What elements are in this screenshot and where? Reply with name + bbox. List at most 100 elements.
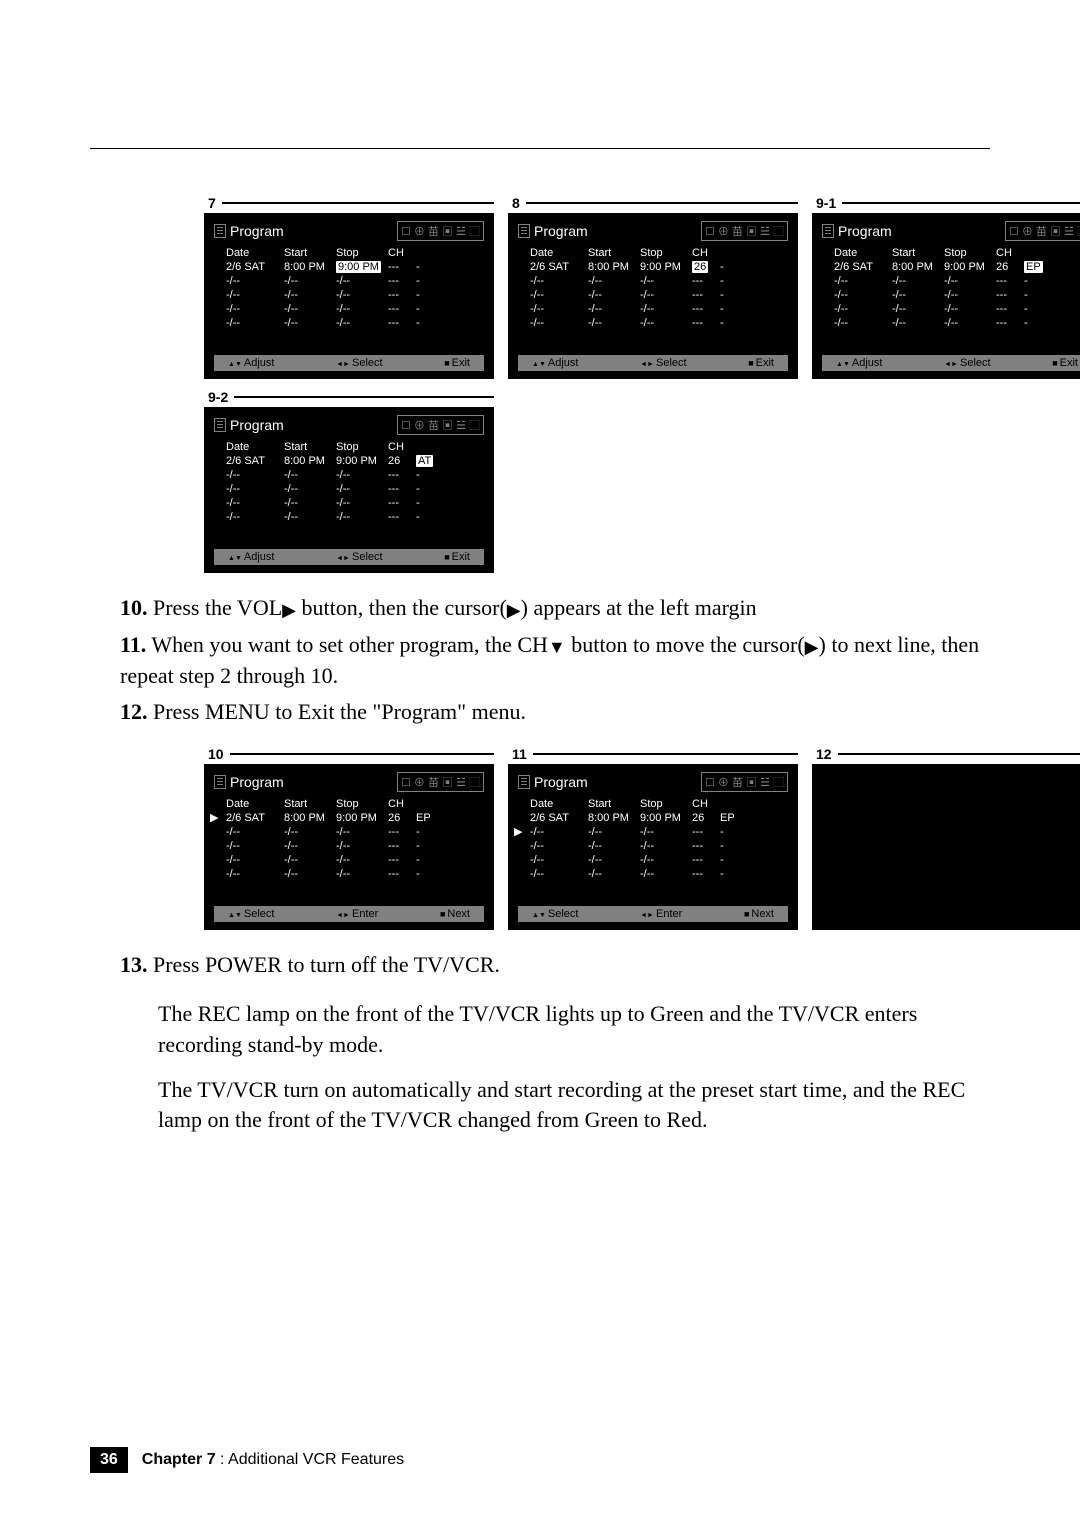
step-text-a: Press the VOL <box>153 595 282 620</box>
top-rule <box>90 148 990 149</box>
table-row: -/---/---/------ <box>214 853 484 867</box>
updown-icon <box>532 357 546 369</box>
table-row: -/---/---/------ <box>822 274 1080 288</box>
cursor-icon: ▶ <box>514 825 522 839</box>
cell-sp: AT <box>416 454 440 468</box>
title-text: Program <box>230 774 284 790</box>
leftright-icon <box>640 357 654 369</box>
leftright-icon <box>640 908 654 920</box>
doc-icon <box>214 418 226 432</box>
step-text: Press POWER to turn off the TV/VCR. <box>153 952 500 977</box>
table-row: -/---/---/------ <box>214 468 484 482</box>
page-content: 7 Program ☐ ⊕ 苗 ▣ ☱ ⬚ Date Start Stop CH <box>90 195 990 1150</box>
screen-11: Program ☐ ⊕ 苗 ▣ ☱ ⬚ DateStartStopCH 2/6 … <box>508 764 798 930</box>
screen-footer: Adjust Select Exit <box>214 549 484 565</box>
updown-icon <box>836 357 850 369</box>
icons-bar: ☐ ⊕ 苗 ▣ ☱ ⬚ <box>701 221 788 241</box>
table-row: -/---/---/------ <box>214 316 484 330</box>
highlight-sp: AT <box>416 455 433 467</box>
screen-title: Program <box>518 223 588 239</box>
screen-92: Program ☐ ⊕ 苗 ▣ ☱ ⬚ DateStartStopCH 2/6 … <box>204 407 494 573</box>
screen-8-label: 8 <box>512 195 798 211</box>
step-text-b: button, then the cursor( <box>296 595 507 620</box>
leftright-icon <box>336 357 350 369</box>
table-row: -/---/---/------ <box>214 510 484 524</box>
label-text: 9-1 <box>816 195 836 211</box>
step-num: 11. <box>120 632 146 657</box>
screen-8-wrap: 8 Program ☐ ⊕ 苗 ▣ ☱ ⬚ DateStartStopCH 2/… <box>508 195 798 379</box>
screen-header: Program ☐ ⊕ 苗 ▣ ☱ ⬚ <box>518 772 788 792</box>
screen-11-label: 11 <box>512 746 798 762</box>
step-num: 12. <box>120 699 148 724</box>
instruction-13: 13. Press POWER to turn off the TV/VCR. <box>120 950 990 981</box>
table-row: -/---/---/------ <box>518 288 788 302</box>
chapter-text: Chapter 7 : Additional VCR Features <box>142 1451 404 1469</box>
screen-91: Program ☐ ⊕ 苗 ▣ ☱ ⬚ DateStartStopCH 2/6 … <box>812 213 1080 379</box>
table-row: -/---/---/------ <box>214 867 484 881</box>
step-num: 10. <box>120 595 148 620</box>
screen-title: Program <box>822 223 892 239</box>
label-line <box>526 202 798 204</box>
screen-91-wrap: 9-1 Program ☐ ⊕ 苗 ▣ ☱ ⬚ DateStartStopCH … <box>812 195 1080 379</box>
table-row: 2/6 SAT 8:00 PM 9:00 PM 26 EP <box>822 260 1080 274</box>
screen-title: Program <box>518 774 588 790</box>
table-row: 2/6 SAT 8:00 PM 9:00 PM 26 - <box>518 260 788 274</box>
screen-footer: Adjust Select Exit <box>518 355 788 371</box>
table-head: DateStartStopCH <box>518 798 788 810</box>
program-table: DateStartStopCH 2/6 SAT 8:00 PM 9:00 PM … <box>518 798 788 881</box>
screen-12 <box>812 764 1080 930</box>
screen-title: Program <box>214 774 284 790</box>
screen-footer: Select Enter Next <box>518 906 788 922</box>
step-num: 13. <box>120 952 148 977</box>
updown-icon <box>228 551 242 563</box>
footer-select: Select <box>336 357 382 369</box>
body-p2: The TV/VCR turn on automatically and sta… <box>158 1075 990 1137</box>
cursor-icon: ▶ <box>210 811 218 825</box>
screen-12-wrap: 12 <box>812 746 1080 930</box>
table-row: -/---/---/------ <box>214 274 484 288</box>
stop-icon <box>440 908 445 920</box>
highlight-ch: 26 <box>692 261 708 273</box>
title-text: Program <box>230 417 284 433</box>
head-sp <box>416 247 440 259</box>
program-table: DateStartStopCH 2/6 SAT 8:00 PM 9:00 PM … <box>822 247 1080 330</box>
screens-row-3: 10 Program ☐ ⊕ 苗 ▣ ☱ ⬚ DateStartStopCH ▶… <box>204 746 990 930</box>
screen-footer: Select Enter Next <box>214 906 484 922</box>
cell-sp: EP <box>1024 260 1048 274</box>
instructions-list-2: 13. Press POWER to turn off the TV/VCR. <box>120 950 990 981</box>
screen-12-label: 12 <box>816 746 1080 762</box>
step-text: Press MENU to Exit the "Program" menu. <box>153 699 526 724</box>
table-head: DateStartStopCH <box>822 247 1080 259</box>
cell-stop: 9:00 PM <box>336 260 388 274</box>
cell-start: 8:00 PM <box>284 260 336 274</box>
title-text: Program <box>534 223 588 239</box>
table-row: -/---/---/------ <box>518 316 788 330</box>
title-text: Program <box>534 774 588 790</box>
table-row: -/---/---/------ <box>518 867 788 881</box>
screen-92-wrap: 9-2 Program ☐ ⊕ 苗 ▣ ☱ ⬚ DateStartStopCH … <box>204 389 494 573</box>
leftright-icon <box>944 357 958 369</box>
table-head: DateStartStopCH <box>214 798 484 810</box>
table-row: -/---/---/------ <box>214 839 484 853</box>
table-row: 2/6 SAT 8:00 PM 9:00 PM 26 AT <box>214 454 484 468</box>
screen-10-label: 10 <box>208 746 494 762</box>
table-row: -/---/---/------ <box>214 288 484 302</box>
updown-icon <box>228 908 242 920</box>
screens-row-2: 9-2 Program ☐ ⊕ 苗 ▣ ☱ ⬚ DateStartStopCH … <box>204 389 990 573</box>
label-text: 10 <box>208 746 224 762</box>
highlight-stop: 9:00 PM <box>336 261 381 273</box>
doc-icon <box>518 224 530 238</box>
screen-footer: Adjust Select Exit <box>214 355 484 371</box>
step-text-b: button to move the cursor( <box>566 632 805 657</box>
head-start: Start <box>284 247 336 259</box>
table-row: 2/6 SAT 8:00 PM 9:00 PM 26 EP <box>518 811 788 825</box>
screen-11-wrap: 11 Program ☐ ⊕ 苗 ▣ ☱ ⬚ DateStartStopCH 2… <box>508 746 798 930</box>
body-p1: The REC lamp on the front of the TV/VCR … <box>158 999 990 1061</box>
screen-header: Program ☐ ⊕ 苗 ▣ ☱ ⬚ <box>214 415 484 435</box>
instruction-12: 12. Press MENU to Exit the "Program" men… <box>120 697 990 728</box>
icons-bar: ☐ ⊕ 苗 ▣ ☱ ⬚ <box>397 772 484 792</box>
table-row: -/---/---/------ <box>822 302 1080 316</box>
table-head: DateStartStopCH <box>518 247 788 259</box>
screen-header: Program ☐ ⊕ 苗 ▣ ☱ ⬚ <box>518 221 788 241</box>
cell-ch: 26 <box>692 260 720 274</box>
